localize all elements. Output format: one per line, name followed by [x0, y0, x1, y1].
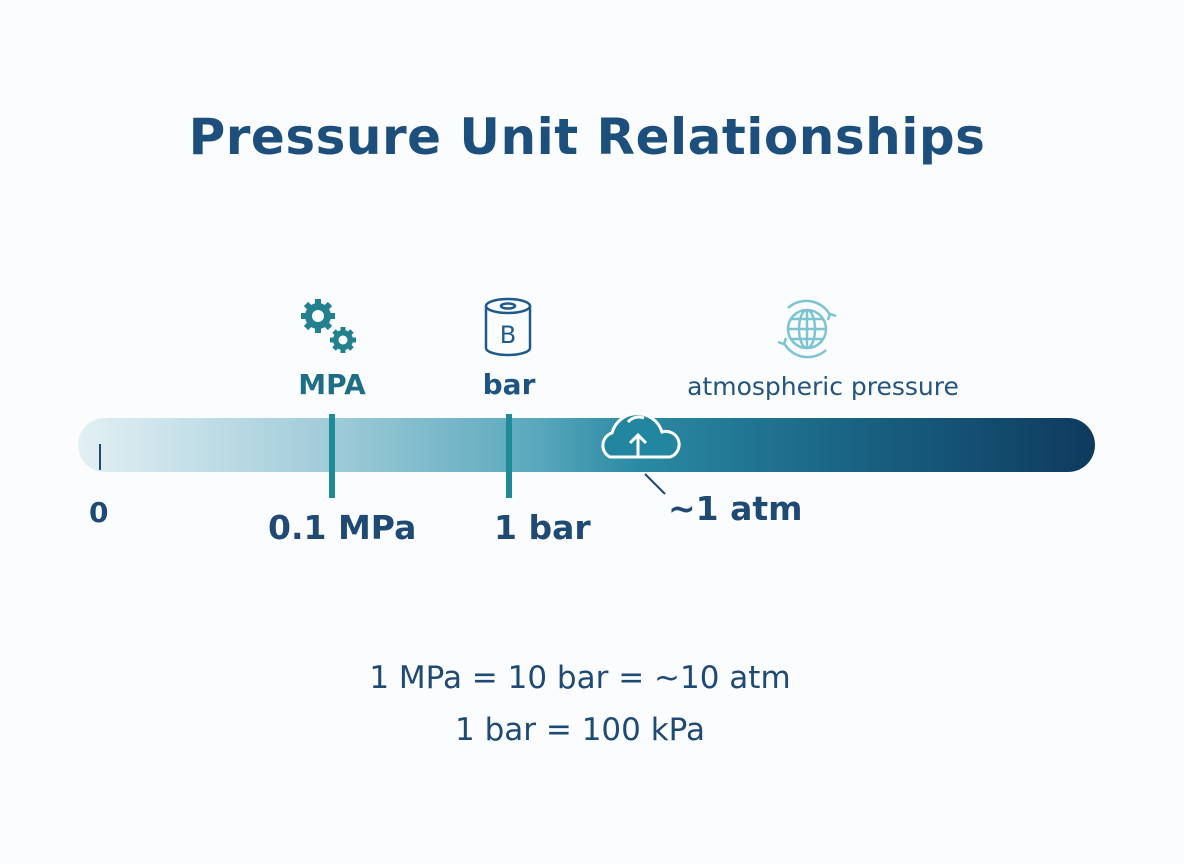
- cloud-upload-icon: [601, 412, 681, 495]
- page-title: Pressure Unit Relationships: [188, 108, 986, 166]
- mpa-tick: [329, 414, 335, 498]
- bar-value: 1 bar: [494, 508, 591, 547]
- equation-bar: 1 bar = 100 kPa: [455, 712, 705, 748]
- cylinder-letter: B: [500, 321, 516, 349]
- equation-mpa: 1 MPa = 10 bar = ~10 atm: [369, 660, 791, 696]
- mpa-label: MPA: [298, 368, 366, 401]
- zero-value: 0: [89, 496, 109, 529]
- mpa-value: 0.1 MPa: [268, 508, 417, 547]
- pressure-scale-bar: [78, 418, 1095, 472]
- globe-cycle-icon: [777, 299, 837, 359]
- atmospheric-pressure-label: atmospheric pressure: [687, 372, 959, 401]
- gears-icon: [301, 299, 356, 353]
- cylinder-b-icon: B: [484, 297, 532, 357]
- zero-tick: [99, 444, 101, 470]
- bar-tick: [506, 414, 512, 498]
- bar-label: bar: [482, 368, 536, 401]
- atm-value: ~1 atm: [668, 489, 803, 528]
